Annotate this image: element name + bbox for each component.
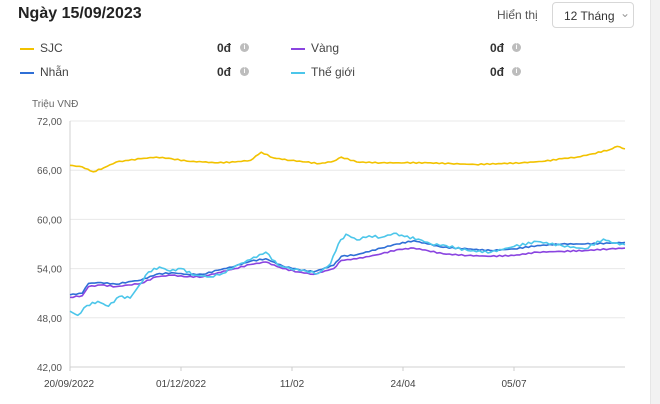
y-tick-label: 72,00 xyxy=(37,117,62,128)
scrollbar-track[interactable] xyxy=(650,0,660,404)
y-tick-label: 60,00 xyxy=(37,215,62,226)
legend-name: SJC xyxy=(40,41,63,55)
info-icon[interactable]: i xyxy=(512,43,521,52)
y-tick-label: 42,00 xyxy=(37,363,62,374)
y-tick-label: 66,00 xyxy=(37,166,62,177)
series-line-the-gioi xyxy=(69,232,626,317)
legend-name: Nhẫn xyxy=(40,65,69,79)
info-icon[interactable]: i xyxy=(240,67,249,76)
series-line-vang xyxy=(69,247,626,299)
info-icon[interactable]: i xyxy=(512,67,521,76)
legend-value: 0đ xyxy=(490,65,505,79)
period-select-value: 12 Tháng xyxy=(564,9,615,23)
y-axis-unit: Triệu VNĐ xyxy=(32,99,79,110)
display-label: Hiển thị xyxy=(497,8,538,22)
legend-swatch xyxy=(20,48,34,50)
page-title: Ngày 15/09/2023 xyxy=(18,5,142,22)
legend-item-vang[interactable]: Vàng 0đ i xyxy=(291,41,521,57)
series-line-nhan xyxy=(69,239,626,296)
x-tick-label: 05/07 xyxy=(501,379,526,390)
legend-value: 0đ xyxy=(217,41,232,55)
legend-swatch xyxy=(20,72,34,74)
x-tick-label: 20/09/2022 xyxy=(44,379,94,390)
x-tick-label: 01/12/2022 xyxy=(156,379,206,390)
info-icon[interactable]: i xyxy=(240,43,249,52)
legend-item-sjc[interactable]: SJC 0đ i xyxy=(20,41,250,57)
legend-value: 0đ xyxy=(217,65,232,79)
legend-name: Vàng xyxy=(311,41,340,55)
legend-swatch xyxy=(291,72,305,74)
chevron-down-icon: ⌄ xyxy=(620,6,631,20)
y-tick-label: 54,00 xyxy=(37,265,62,276)
legend-value: 0đ xyxy=(490,41,505,55)
x-tick-label: 11/02 xyxy=(280,379,305,390)
y-tick-label: 48,00 xyxy=(37,314,62,325)
x-tick-label: 24/04 xyxy=(390,379,415,390)
legend-item-the-gioi[interactable]: Thế giới 0đ i xyxy=(291,65,521,81)
legend-item-nhan[interactable]: Nhẫn 0đ i xyxy=(20,65,250,81)
legend-name: Thế giới xyxy=(311,65,355,79)
legend-swatch xyxy=(291,48,305,50)
period-select[interactable]: 12 Tháng ⌄ xyxy=(552,2,634,28)
series-line-sjc xyxy=(69,145,626,173)
